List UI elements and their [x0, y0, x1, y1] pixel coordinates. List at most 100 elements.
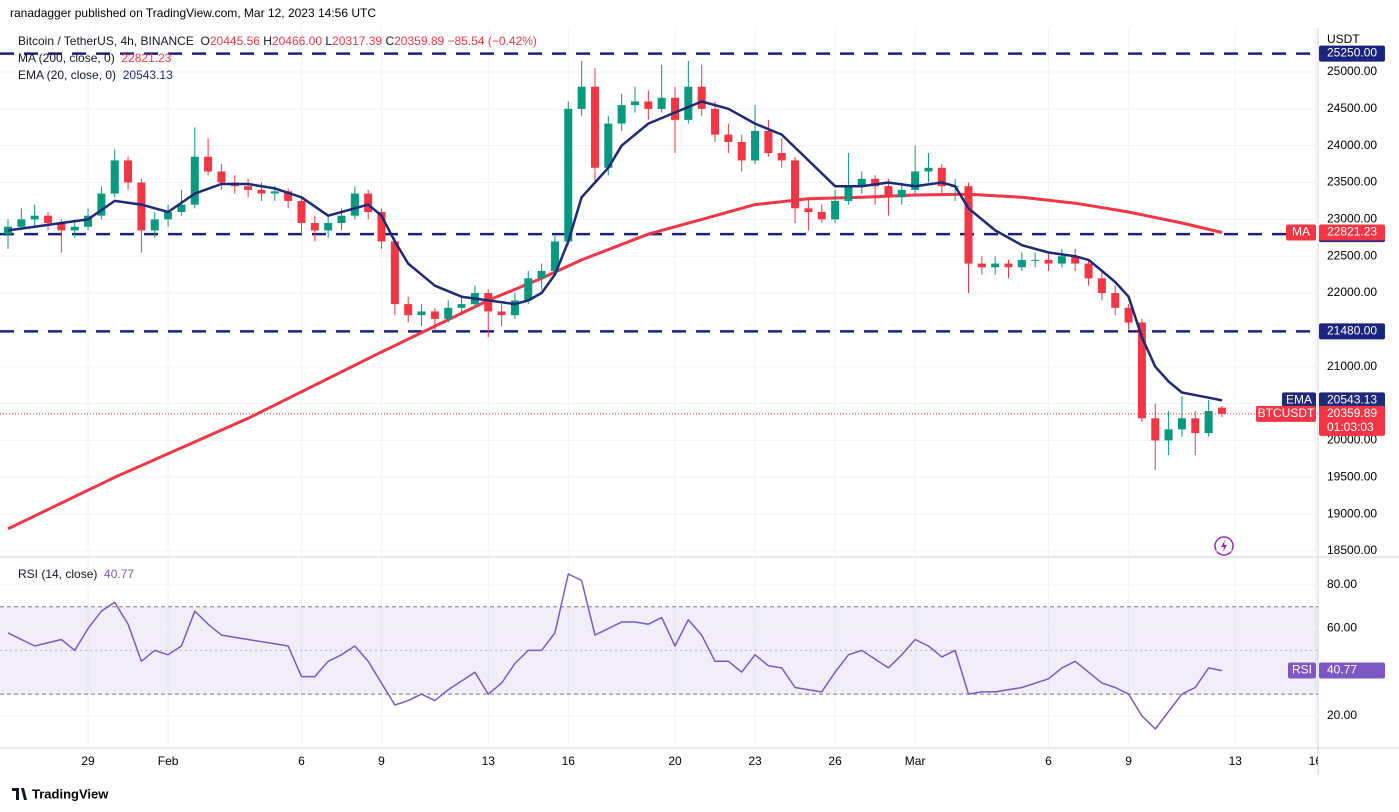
logo	[12, 788, 27, 800]
candle-body	[657, 97, 666, 109]
rsi-name: RSI (14, close)	[18, 567, 98, 581]
candle-body	[777, 153, 786, 161]
symbol-tag-label: BTCUSDT	[1258, 406, 1315, 420]
value-tag-label: 20543.13	[1327, 393, 1377, 407]
value-tag	[1319, 224, 1385, 241]
currency: USDT	[1327, 32, 1360, 46]
candle-body	[164, 211, 173, 220]
ohlc-text: 20359.89	[394, 34, 445, 48]
series-tag	[1282, 392, 1316, 409]
candle-body	[270, 191, 279, 194]
ohlc-text: 20445.56	[209, 34, 260, 48]
candle-body	[1031, 259, 1040, 261]
candle-body	[417, 311, 426, 316]
value-tag	[1319, 662, 1385, 679]
x-tick-label: Feb	[158, 754, 179, 768]
candle-body	[1204, 410, 1213, 434]
candle-body	[724, 134, 733, 142]
candle-body	[1004, 263, 1013, 268]
candle-body	[1164, 429, 1173, 441]
rsi-tick-label: 80.00	[1327, 577, 1357, 591]
x-tick-label: 16	[562, 754, 576, 768]
candle-body	[444, 307, 453, 319]
header: ranadagger published on TradingView.com,…	[10, 6, 376, 20]
candle-body	[897, 189, 906, 198]
candle-body	[857, 178, 866, 187]
candle-body	[751, 130, 760, 161]
candle-body	[510, 300, 519, 316]
candle-body	[497, 311, 506, 316]
rsi-tick-label: 60.00	[1327, 621, 1357, 635]
ema-value: 20543.13	[122, 68, 173, 82]
y-tick-label: 19500.00	[1327, 469, 1377, 483]
candle-body	[177, 204, 186, 212]
candle-body	[1111, 293, 1120, 308]
candle-body	[590, 86, 599, 168]
candle-body	[17, 219, 26, 227]
candle-body	[137, 182, 146, 231]
candle-body	[977, 263, 986, 268]
candle-body	[390, 241, 399, 305]
ema-line	[7, 100, 1223, 402]
candle-body	[791, 160, 800, 209]
candle-body	[844, 186, 853, 201]
candle-body	[484, 293, 493, 312]
rsi-tick-label: 20.00	[1327, 708, 1357, 722]
candle-body	[44, 215, 53, 224]
candle-body	[684, 86, 693, 120]
series-tag	[1288, 662, 1316, 679]
candle-body	[404, 304, 413, 316]
level-tag-label: 25250.00	[1327, 46, 1377, 60]
y-tick-label: 18500.00	[1327, 543, 1377, 557]
candle-body	[217, 171, 226, 183]
symbol: Bitcoin / TetherUS, 4h, BINANCE	[18, 34, 194, 48]
series-tag	[1286, 224, 1316, 241]
x-tick-label: Mar	[905, 754, 926, 768]
candle-body	[84, 215, 93, 227]
candle-body	[1057, 256, 1066, 264]
countdown: 01:03:03	[1327, 420, 1374, 434]
symbol-tag	[1256, 405, 1316, 422]
candle-body	[924, 167, 933, 172]
ema-name: EMA (20, close, 0)	[18, 68, 117, 82]
candle-body	[577, 86, 586, 109]
candle-body	[1071, 256, 1080, 264]
price-tag-label: 20359.89	[1327, 406, 1377, 420]
candle-body	[190, 156, 199, 205]
change: −85.54 (−0.42%)	[447, 34, 537, 48]
level-tag	[1319, 323, 1385, 340]
candle-body	[564, 108, 573, 242]
candle-body	[831, 200, 840, 220]
candle-body	[617, 105, 626, 124]
alert-icon	[1214, 536, 1234, 556]
candle-body	[457, 304, 466, 308]
candle-body	[150, 219, 159, 231]
y-tick-label: 24000.00	[1327, 138, 1377, 152]
candle-body	[537, 270, 546, 279]
level-tag-label: 21480.00	[1327, 324, 1377, 338]
candle-body	[110, 160, 119, 194]
x-tick-label: 6	[298, 754, 305, 768]
candle-body	[1137, 322, 1146, 419]
candle-body	[1097, 278, 1106, 294]
candle-body	[297, 200, 306, 224]
candle-body	[964, 186, 973, 264]
candle-body	[911, 171, 920, 190]
candle-body	[204, 156, 213, 172]
x-tick-label: 20	[668, 754, 682, 768]
candle-body	[1191, 418, 1200, 434]
candle-body	[284, 191, 293, 201]
candle-body	[604, 123, 613, 168]
candle-body	[1084, 263, 1093, 279]
price-tag	[1319, 405, 1385, 436]
y-tick-label: 19000.00	[1327, 506, 1377, 520]
y-tick-label: 25000.00	[1327, 64, 1377, 78]
candle-body	[350, 193, 359, 216]
candle-body	[377, 211, 386, 242]
rsi-line	[7, 573, 1223, 730]
candle-body	[671, 97, 680, 120]
ohlc-key: C	[385, 34, 395, 48]
candle-body	[644, 101, 653, 109]
